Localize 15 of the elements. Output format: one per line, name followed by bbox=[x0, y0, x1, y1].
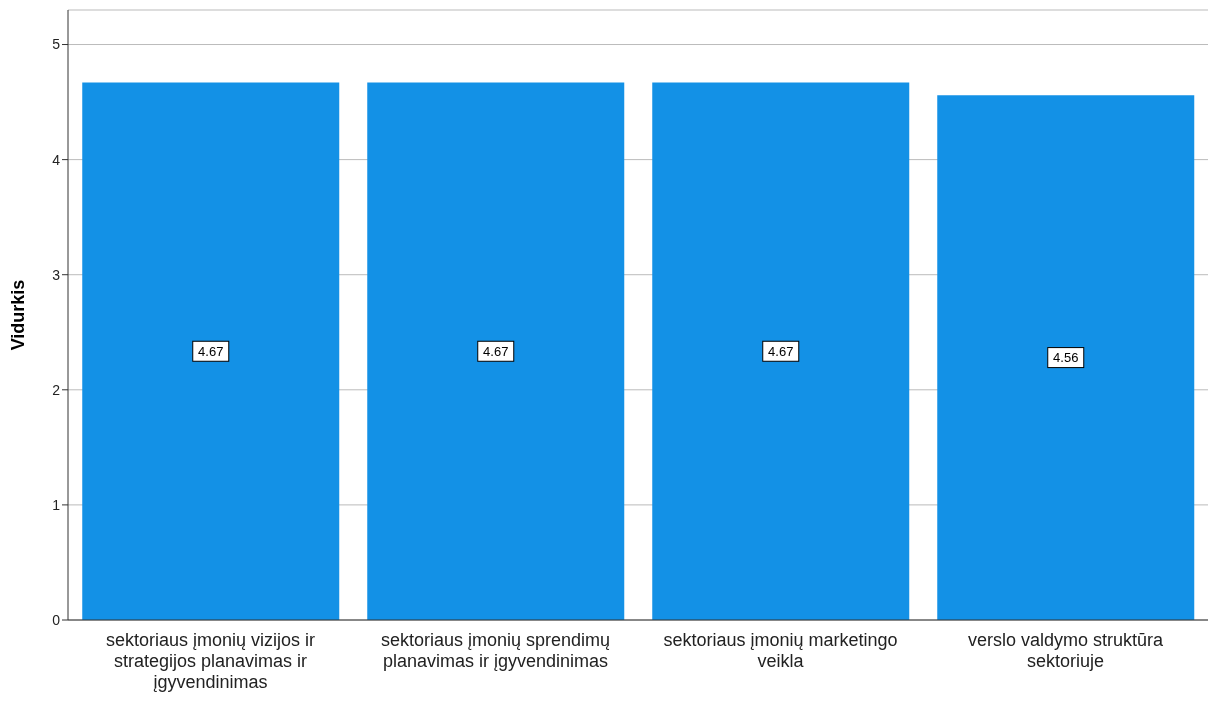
x-tick-label: sektoriaus įmonių sprendimų planavimas ir įgyvendinimas bbox=[380, 630, 611, 671]
data-label: 4.67 bbox=[198, 343, 224, 359]
y-tick-label: 0 bbox=[52, 611, 61, 628]
data-label: 4.67 bbox=[483, 343, 509, 359]
y-tick-label: 2 bbox=[52, 381, 61, 398]
y-tick-label: 5 bbox=[52, 36, 61, 53]
data-label: 4.67 bbox=[768, 343, 794, 359]
y-tick-label: 3 bbox=[52, 266, 61, 283]
y-tick-label: 1 bbox=[52, 496, 61, 513]
x-tick-label: sektoriaus įmonių vizijos ir strategijos planavimas ir įgyvendinimas bbox=[105, 630, 316, 692]
x-tick-label: verslo valdymo struktūra sektoriuje bbox=[967, 630, 1165, 671]
data-label: 4.56 bbox=[1053, 350, 1079, 366]
y-axis-title: Vidurkis bbox=[8, 279, 29, 351]
y-tick-label: 4 bbox=[52, 151, 61, 168]
x-tick-label: sektoriaus įmonių marketingo veikla bbox=[663, 630, 898, 671]
